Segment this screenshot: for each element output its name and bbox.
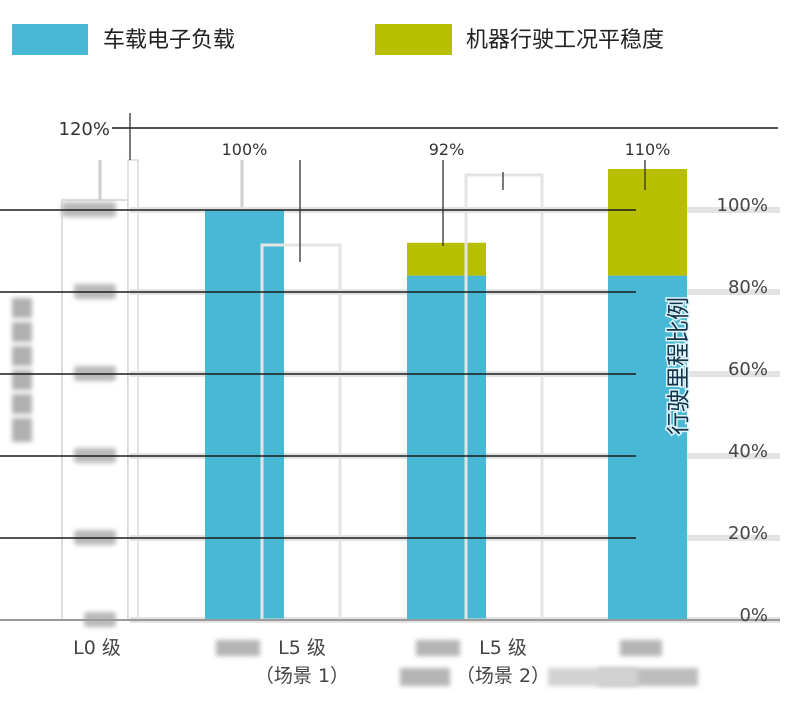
y-tick-label: 100%	[717, 195, 768, 216]
legend-swatch	[12, 24, 88, 55]
y-tick-label: 0%	[739, 605, 768, 626]
blurred-axis-title	[12, 394, 32, 414]
y-tick-label: 20%	[728, 523, 768, 544]
ghost-column	[127, 159, 139, 621]
blurred-category-text	[416, 640, 460, 656]
legend-item-driving-stability: 机器行驶工况平稳度	[375, 24, 664, 55]
data-label: 100%	[222, 140, 268, 159]
blurred-axis-title	[12, 322, 32, 342]
y-tick-label: 80%	[728, 277, 768, 298]
blurred-category-text	[620, 640, 662, 656]
x-tick-label-l0: L0 级	[73, 637, 121, 659]
blurred-axis-title	[12, 418, 32, 442]
blurred-axis-title	[12, 346, 32, 366]
bar-segment-series-0-category-3	[608, 275, 687, 620]
blurred-watermark	[548, 668, 638, 686]
y-tick-label: 60%	[728, 359, 768, 380]
bars	[205, 169, 687, 620]
blurred-category-text	[400, 668, 450, 686]
legend: 车载电子负载 机器行驶工况平稳度	[12, 24, 664, 55]
blurred-axis-title	[12, 370, 32, 390]
legend-label: 机器行驶工况平稳度	[466, 28, 664, 53]
blurred-axis-title	[12, 298, 32, 318]
data-label: 92%	[429, 140, 465, 159]
y-axis-title: 行驶里程比例	[666, 297, 692, 435]
y-tick-label: 40%	[728, 441, 768, 462]
legend-swatch	[375, 24, 452, 55]
y-max-label: 120%	[59, 119, 110, 140]
bar-segment-series-1-category-3	[608, 169, 687, 276]
ghost-layer	[61, 159, 244, 621]
legend-label: 车载电子负载	[103, 28, 235, 53]
ghost-outline-layer	[260, 173, 544, 622]
blurred-category-text	[216, 640, 260, 656]
legend-item-electronic-load: 车载电子负载	[12, 24, 235, 55]
gridlines	[0, 127, 780, 621]
x-tick-label-l5-scene-2: L5 级 （场景 2）	[455, 637, 551, 687]
data-labels: 100% 92% 110%	[222, 140, 671, 159]
bar-segment-series-0-category-1	[205, 210, 284, 620]
y-tick-labels: 0% 20% 40% 60% 80% 100%	[717, 195, 768, 626]
bar-segment-series-1-category-2	[407, 242, 486, 276]
ghost-outline	[61, 199, 129, 621]
tick-marks	[129, 113, 646, 262]
data-label: 110%	[625, 140, 671, 159]
x-tick-label-l5-scene-1: L5 级 （场景 1）	[254, 637, 350, 687]
bar-segment-series-0-category-2	[407, 275, 486, 620]
